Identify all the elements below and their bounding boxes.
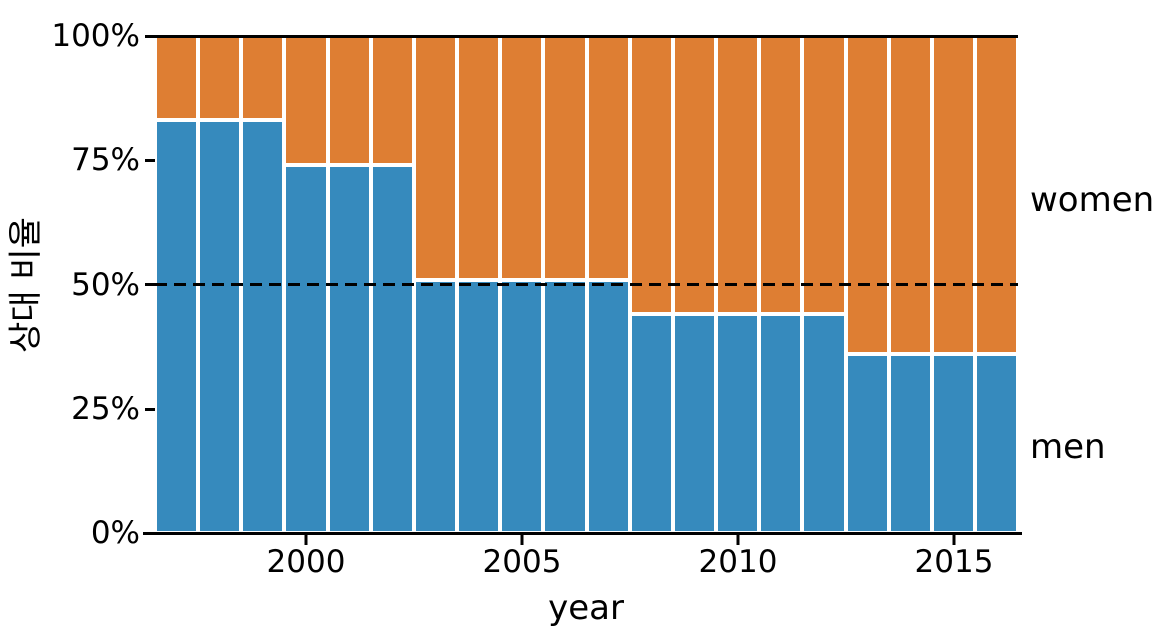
bar-segment-women-2009 <box>672 36 717 315</box>
bar-2000 <box>284 36 328 533</box>
bar-segment-men-2005 <box>500 279 544 533</box>
bar-segment-men-2013 <box>845 354 889 533</box>
bar-segment-men-1999 <box>241 120 285 533</box>
xtick-mark-2000 <box>304 534 308 545</box>
bar-segment-women-2011 <box>759 36 803 315</box>
bar-2010 <box>716 36 760 533</box>
reference-line-100pct <box>155 34 1018 38</box>
bar-1998 <box>198 36 242 533</box>
bar-segment-women-2001 <box>327 36 371 166</box>
bar-2007 <box>586 36 630 533</box>
bar-segment-women-2008 <box>629 36 673 315</box>
x-axis-label: year <box>548 588 624 628</box>
bar-segment-men-2001 <box>327 165 371 533</box>
bar-2016 <box>974 36 1019 533</box>
reference-line-50pct-dashed <box>155 283 1018 286</box>
bar-segment-men-2014 <box>888 354 932 533</box>
xtick-mark-2010 <box>736 534 740 545</box>
bar-segment-women-1998 <box>198 36 242 121</box>
bar-segment-men-2000 <box>284 165 328 533</box>
bar-segment-men-2009 <box>672 314 717 533</box>
ytick-mark-100 <box>145 34 155 38</box>
bar-2001 <box>327 36 371 533</box>
bar-segment-women-2006 <box>543 36 587 280</box>
bar-segment-men-2006 <box>543 279 587 533</box>
xtick-mark-2005 <box>520 534 524 545</box>
bar-segment-women-2004 <box>457 36 501 280</box>
bar-segment-women-1999 <box>241 36 285 121</box>
bar-segment-women-2000 <box>284 36 328 166</box>
bar-2011 <box>759 36 803 533</box>
xtick-label-2010: 2010 <box>698 544 778 580</box>
bar-segment-women-1997 <box>155 36 199 121</box>
bar-segment-men-2010 <box>716 314 760 533</box>
bar-segment-men-2015 <box>931 354 975 533</box>
bar-segment-women-2005 <box>500 36 544 280</box>
bar-2014 <box>888 36 932 533</box>
bar-segment-women-2002 <box>370 36 414 166</box>
bar-segment-men-1997 <box>155 120 199 533</box>
bar-segment-women-2015 <box>931 36 975 355</box>
xtick-label-2000: 2000 <box>266 544 346 580</box>
bar-segment-men-2004 <box>457 279 501 533</box>
bar-2005 <box>500 36 544 533</box>
series-label-women: women <box>1030 180 1152 220</box>
ytick-label-0: 0% <box>90 515 140 551</box>
bar-segment-men-2003 <box>413 279 458 533</box>
bar-2006 <box>543 36 587 533</box>
bar-1997 <box>155 36 199 533</box>
bar-segment-men-2007 <box>586 279 630 533</box>
xtick-label-2005: 2005 <box>482 544 562 580</box>
bar-segment-women-2010 <box>716 36 760 315</box>
xtick-label-2015: 2015 <box>914 544 994 580</box>
bar-segment-women-2003 <box>413 36 458 280</box>
bar-segment-women-2012 <box>802 36 846 315</box>
bar-2008 <box>629 36 673 533</box>
ytick-label-50: 50% <box>71 266 140 303</box>
bar-segment-men-2016 <box>974 354 1019 533</box>
bar-segment-women-2014 <box>888 36 932 355</box>
bar-segment-men-2011 <box>759 314 803 533</box>
bar-2009 <box>672 36 717 533</box>
xtick-mark-2015 <box>952 534 956 545</box>
bar-segment-men-2012 <box>802 314 846 533</box>
plot-area <box>155 34 1019 533</box>
bar-2003 <box>413 36 458 533</box>
bar-1999 <box>241 36 285 533</box>
ytick-mark-50 <box>145 283 155 286</box>
bar-segment-women-2013 <box>845 36 889 355</box>
bar-segment-women-2016 <box>974 36 1019 355</box>
series-label-men: men <box>1030 427 1106 467</box>
bar-2004 <box>457 36 501 533</box>
bar-segment-women-2007 <box>586 36 630 280</box>
x-axis-spine <box>143 531 1022 535</box>
bar-series-container <box>155 36 1019 533</box>
bar-segment-men-2008 <box>629 314 673 533</box>
ytick-label-75: 75% <box>71 142 140 178</box>
ytick-mark-75 <box>145 159 155 162</box>
ytick-mark-25 <box>145 407 155 411</box>
bar-segment-men-2002 <box>370 165 414 533</box>
bar-segment-men-1998 <box>198 120 242 533</box>
ytick-label-100: 100% <box>51 18 140 54</box>
bar-2015 <box>931 36 975 533</box>
ytick-label-25: 25% <box>71 391 140 427</box>
